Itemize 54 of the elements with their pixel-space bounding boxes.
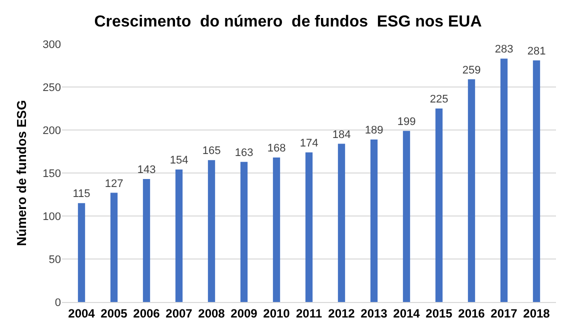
data-label: 199: [397, 116, 416, 128]
data-label: 168: [267, 142, 286, 155]
bar: [110, 192, 118, 302]
x-tick-label: 2015: [426, 306, 453, 320]
y-tick-label: 0: [54, 296, 61, 309]
data-label: 283: [494, 44, 514, 56]
data-label: 115: [72, 188, 90, 200]
bar: [305, 152, 313, 302]
bar: [175, 170, 183, 302]
bar: [240, 162, 248, 302]
x-tick-label: 2011: [296, 306, 322, 320]
data-label: 165: [202, 145, 221, 158]
data-label: 127: [104, 178, 124, 190]
bar: [142, 179, 150, 302]
bar: [208, 160, 216, 302]
bar: [338, 144, 346, 302]
data-label: 281: [527, 45, 546, 58]
bar: [532, 60, 540, 302]
x-tick-label: 2016: [458, 306, 486, 320]
x-tick-label: 2005: [100, 306, 128, 320]
y-tick-label: 100: [42, 210, 61, 223]
bar: [78, 203, 86, 302]
y-axis-title: Número de fundos ESG: [14, 100, 29, 246]
chart-title: Crescimento do número de fundos ESG nos EUA: [94, 13, 482, 30]
data-label: 189: [364, 124, 384, 136]
bar: [402, 130, 410, 302]
y-tick-label: 150: [42, 168, 61, 180]
x-tick-label: 2004: [68, 306, 96, 320]
x-tick-label: 2010: [263, 306, 290, 320]
y-tick-label: 200: [42, 124, 61, 137]
data-label: 143: [137, 164, 156, 176]
data-label: 225: [430, 94, 448, 106]
data-label: 154: [170, 154, 188, 167]
bar: [272, 158, 280, 302]
x-tick-label: 2014: [393, 306, 420, 320]
x-tick-label: 2007: [166, 306, 193, 320]
data-label: 184: [332, 128, 351, 141]
bar: [435, 108, 443, 302]
bar: [468, 79, 476, 302]
x-tick-label: 2018: [523, 306, 550, 320]
bar: [370, 139, 378, 302]
y-tick-label: 50: [48, 254, 61, 266]
bar: [500, 58, 508, 302]
data-label: 163: [234, 146, 254, 159]
y-tick-label: 250: [42, 82, 61, 94]
x-tick-label: 2013: [360, 306, 388, 320]
x-tick-label: 2008: [198, 306, 226, 320]
x-tick-label: 2012: [328, 306, 356, 320]
x-tick-label: 2017: [490, 306, 518, 320]
data-label: 174: [300, 137, 318, 150]
y-tick-label: 300: [42, 38, 61, 51]
x-tick-label: 2006: [133, 306, 160, 320]
data-label: 259: [462, 64, 481, 76]
x-tick-label: 2009: [230, 306, 258, 320]
